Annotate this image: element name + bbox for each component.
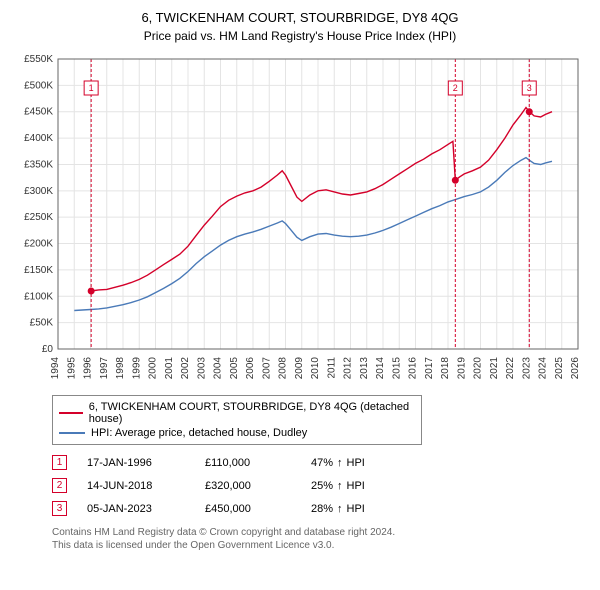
x-tick-label: 2008 bbox=[278, 357, 289, 380]
y-tick-label: £0 bbox=[42, 344, 54, 355]
x-tick-label: 2023 bbox=[521, 357, 532, 380]
x-tick-label: 2001 bbox=[164, 357, 175, 380]
legend-item: 6, TWICKENHAM COURT, STOURBRIDGE, DY8 4Q… bbox=[59, 400, 415, 426]
x-tick-label: 2018 bbox=[440, 357, 451, 380]
legend-label: HPI: Average price, detached house, Dudl… bbox=[91, 427, 307, 439]
transaction-delta-pct: 28% bbox=[311, 503, 333, 515]
y-tick-label: £350K bbox=[24, 159, 53, 170]
x-tick-label: 2007 bbox=[261, 357, 272, 380]
transaction-price: £450,000 bbox=[205, 503, 275, 515]
chart-title: 6, TWICKENHAM COURT, STOURBRIDGE, DY8 4Q… bbox=[12, 8, 588, 27]
x-tick-label: 2014 bbox=[375, 357, 386, 380]
transaction-date: 05-JAN-2023 bbox=[87, 503, 169, 515]
transaction-delta-suffix: HPI bbox=[347, 457, 365, 469]
x-tick-label: 2010 bbox=[310, 357, 321, 380]
x-tick-label: 2021 bbox=[489, 357, 500, 380]
transaction-row: 2 14-JUN-2018 £320,000 25% ↑ HPI bbox=[52, 474, 588, 497]
x-tick-label: 2015 bbox=[391, 357, 402, 380]
x-tick-label: 2002 bbox=[180, 357, 191, 380]
transaction-table: 1 17-JAN-1996 £110,000 47% ↑ HPI 2 14-JUN-2018 £… bbox=[52, 451, 588, 520]
transaction-price: £110,000 bbox=[205, 457, 275, 469]
x-tick-label: 2017 bbox=[424, 357, 435, 380]
x-tick-label: 2022 bbox=[505, 357, 516, 380]
x-tick-label: 1994 bbox=[50, 357, 61, 380]
y-tick-label: £50K bbox=[30, 318, 54, 329]
footer-attribution: Contains HM Land Registry data © Crown c… bbox=[52, 526, 588, 552]
y-tick-label: £550K bbox=[24, 54, 53, 65]
legend: 6, TWICKENHAM COURT, STOURBRIDGE, DY8 4Q… bbox=[52, 395, 422, 445]
x-tick-label: 2005 bbox=[229, 357, 240, 380]
event-marker-label-1: 1 bbox=[89, 83, 94, 93]
transaction-price: £320,000 bbox=[205, 480, 275, 492]
y-tick-label: £150K bbox=[24, 265, 53, 276]
chart-plot-area: £0 £50K £100K £150K £200K £250K £300K £350K £400… bbox=[12, 49, 588, 389]
x-tick-label: 2013 bbox=[359, 357, 370, 380]
x-tick-label: 2019 bbox=[456, 357, 467, 380]
y-tick-label: £250K bbox=[24, 212, 53, 223]
transaction-delta: 25% ↑ HPI bbox=[311, 480, 365, 492]
chart-subtitle: Price paid vs. HM Land Registry's House … bbox=[12, 27, 588, 49]
x-tick-label: 2026 bbox=[570, 357, 581, 380]
x-tick-label: 1996 bbox=[83, 357, 94, 380]
transaction-delta-suffix: HPI bbox=[347, 480, 365, 492]
transaction-delta-pct: 25% bbox=[311, 480, 333, 492]
x-tick-label: 2009 bbox=[294, 357, 305, 380]
arrow-up-icon: ↑ bbox=[337, 503, 343, 515]
legend-item: HPI: Average price, detached house, Dudl… bbox=[59, 426, 415, 440]
x-tick-label: 1997 bbox=[99, 357, 110, 380]
transaction-delta: 28% ↑ HPI bbox=[311, 503, 365, 515]
legend-swatch bbox=[59, 432, 85, 434]
x-tick-label: 1999 bbox=[131, 357, 142, 380]
transaction-row: 3 05-JAN-2023 £450,000 28% ↑ HPI bbox=[52, 497, 588, 520]
y-tick-label: £450K bbox=[24, 107, 53, 118]
x-tick-label: 2011 bbox=[326, 357, 337, 379]
transaction-date: 17-JAN-1996 bbox=[87, 457, 169, 469]
arrow-up-icon: ↑ bbox=[337, 457, 343, 469]
transaction-date: 14-JUN-2018 bbox=[87, 480, 169, 492]
y-tick-label: £400K bbox=[24, 133, 53, 144]
x-tick-label: 1998 bbox=[115, 357, 126, 380]
y-tick-label: £300K bbox=[24, 186, 53, 197]
chart-container: 6, TWICKENHAM COURT, STOURBRIDGE, DY8 4Q… bbox=[0, 0, 600, 562]
footer-line-2: This data is licensed under the Open Gov… bbox=[52, 539, 588, 552]
x-tick-label: 2000 bbox=[148, 357, 159, 380]
event-marker-label-3: 3 bbox=[527, 83, 532, 93]
transaction-marker: 3 bbox=[52, 501, 67, 516]
footer-line-1: Contains HM Land Registry data © Crown c… bbox=[52, 526, 588, 539]
event-dot-1 bbox=[88, 288, 95, 295]
transaction-delta: 47% ↑ HPI bbox=[311, 457, 365, 469]
x-tick-label: 2006 bbox=[245, 357, 256, 380]
legend-label: 6, TWICKENHAM COURT, STOURBRIDGE, DY8 4Q… bbox=[89, 401, 415, 425]
arrow-up-icon: ↑ bbox=[337, 480, 343, 492]
x-tick-label: 1995 bbox=[66, 357, 77, 380]
legend-swatch bbox=[59, 412, 83, 414]
x-tick-label: 2025 bbox=[554, 357, 565, 380]
x-tick-label: 2016 bbox=[408, 357, 419, 380]
transaction-row: 1 17-JAN-1996 £110,000 47% ↑ HPI bbox=[52, 451, 588, 474]
transaction-delta-suffix: HPI bbox=[347, 503, 365, 515]
x-tick-label: 2003 bbox=[196, 357, 207, 380]
x-tick-label: 2004 bbox=[213, 357, 224, 380]
x-tick-label: 2012 bbox=[343, 357, 354, 380]
y-tick-label: £500K bbox=[24, 80, 53, 91]
y-tick-label: £100K bbox=[24, 291, 53, 302]
x-tick-label: 2020 bbox=[473, 357, 484, 380]
y-tick-label: £200K bbox=[24, 239, 53, 250]
transaction-marker: 1 bbox=[52, 455, 67, 470]
x-tick-label: 2024 bbox=[538, 357, 549, 380]
event-dot-2 bbox=[452, 177, 459, 184]
event-marker-label-2: 2 bbox=[453, 83, 458, 93]
transaction-marker: 2 bbox=[52, 478, 67, 493]
chart-svg: £0 £50K £100K £150K £200K £250K £300K £350K £400… bbox=[12, 49, 588, 389]
transaction-delta-pct: 47% bbox=[311, 457, 333, 469]
event-dot-3 bbox=[526, 108, 533, 115]
